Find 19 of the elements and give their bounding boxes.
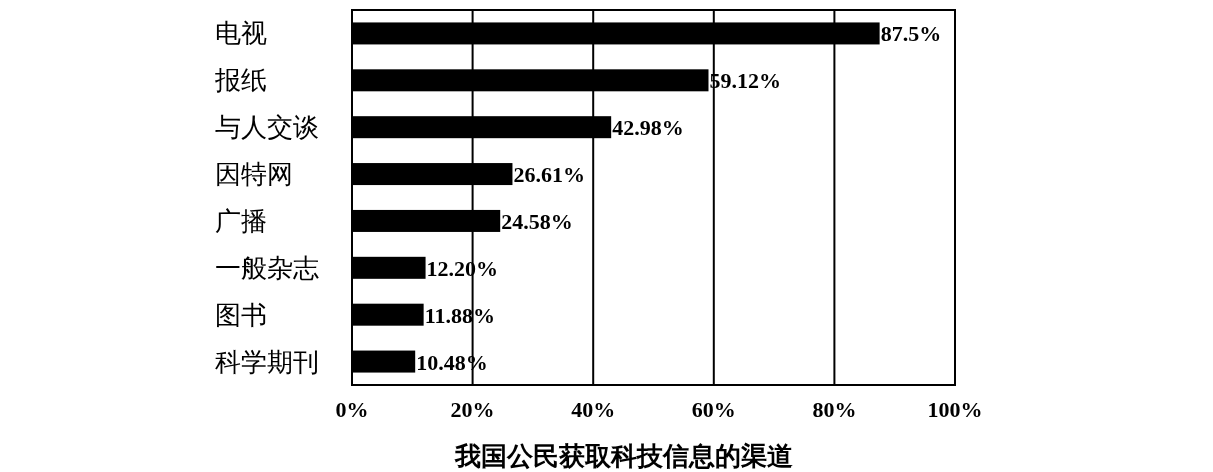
data-label: 42.98% <box>612 115 684 141</box>
y-tick-label: 广播 <box>215 206 267 236</box>
x-tick-label: 20% <box>450 397 495 422</box>
data-label: 24.58% <box>501 208 573 234</box>
y-tick-label: 报纸 <box>214 66 267 96</box>
x-tick-label: 100% <box>927 397 983 422</box>
y-tick-label: 一般杂志 <box>215 253 319 283</box>
y-tick-label: 与人交谈 <box>215 113 319 143</box>
x-tick-label: 40% <box>571 397 616 422</box>
y-tick-label: 科学期刊 <box>215 347 319 377</box>
x-tick-label: 0% <box>335 397 369 422</box>
x-axis-title: 我国公民获取科技信息的渠道 <box>453 442 793 471</box>
x-tick-label: 60% <box>691 397 736 422</box>
y-tick-label: 因特网 <box>215 160 293 190</box>
x-tick-label: 80% <box>812 397 857 422</box>
data-label: 87.5% <box>880 21 942 47</box>
y-tick-label: 电视 <box>215 19 267 49</box>
y-tick-label: 图书 <box>215 300 267 330</box>
data-label: 26.61% <box>513 162 585 188</box>
